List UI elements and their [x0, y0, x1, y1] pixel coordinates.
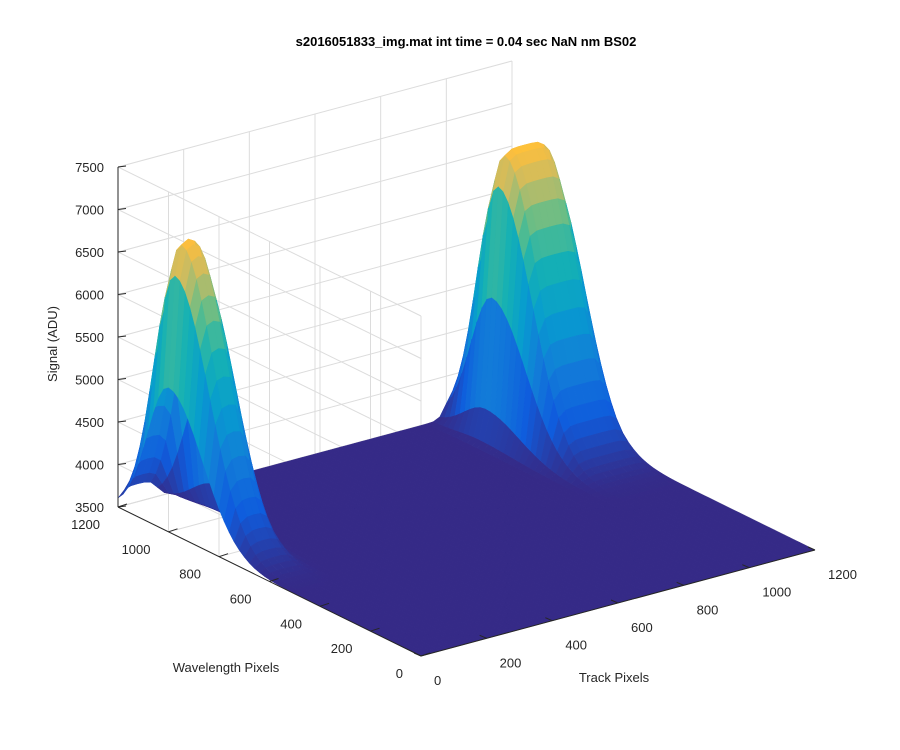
z-tick-mark	[117, 293, 127, 295]
z-tick-mark	[117, 335, 127, 338]
z-tick-label: 3500	[75, 500, 104, 515]
x-tick-label: 600	[631, 620, 653, 635]
z-tick-label: 4500	[75, 415, 104, 430]
x-tick-label: 1000	[762, 585, 791, 600]
surface-plot	[117, 141, 816, 657]
z-tick-label: 5000	[75, 373, 104, 388]
z-tick-mark	[117, 378, 127, 380]
x-tick-label: 200	[500, 655, 522, 670]
z-tick-label: 4000	[75, 458, 104, 473]
grid-line	[117, 103, 513, 210]
z-tick-label: 6500	[75, 245, 104, 260]
z-tick-label: 6000	[75, 288, 104, 303]
grid-line	[117, 209, 422, 359]
z-tick-label: 7500	[75, 160, 104, 175]
y-tick-label: 0	[396, 666, 403, 681]
z-tick-mark	[117, 463, 127, 465]
y-tick-label: 200	[331, 641, 353, 656]
z-tick-label: 7000	[75, 203, 104, 218]
z-tick-mark	[117, 250, 127, 253]
grid-line	[117, 251, 422, 402]
z-tick-label: 5500	[75, 330, 104, 345]
grid-line	[117, 166, 422, 317]
y-tick-mark	[168, 528, 178, 533]
x-tick-label: 800	[697, 602, 719, 617]
y-tick-label: 600	[230, 592, 252, 607]
x-tick-label: 1200	[828, 567, 857, 582]
chart-title: s2016051833_img.mat int time = 0.04 sec …	[296, 34, 637, 49]
y-tick-label: 800	[179, 567, 201, 582]
grid-line	[117, 145, 513, 253]
y-tick-label: 400	[280, 616, 302, 631]
x-axis-label: Track Pixels	[579, 670, 650, 685]
z-tick-mark	[117, 208, 127, 210]
y-tick-label: 1000	[122, 542, 151, 557]
y-axis-label: Wavelength Pixels	[173, 660, 280, 675]
z-tick-mark	[117, 420, 127, 423]
y-tick-mark	[218, 553, 229, 558]
x-tick-label: 0	[434, 673, 441, 688]
x-tick-label: 400	[565, 638, 587, 653]
z-tick-mark	[117, 165, 127, 168]
z-axis-label: Signal (ADU)	[45, 306, 60, 382]
y-tick-label: 1200	[71, 517, 100, 532]
grid-line	[117, 60, 513, 168]
